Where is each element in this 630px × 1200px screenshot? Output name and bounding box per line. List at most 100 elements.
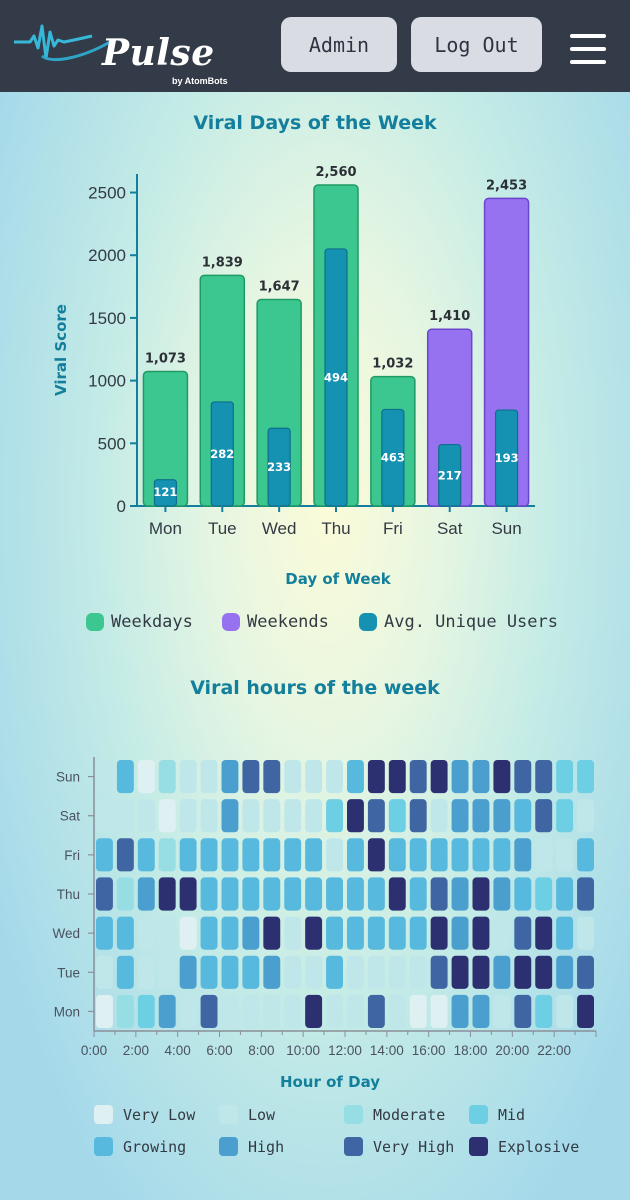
heatmap-cell[interactable]: [116, 838, 134, 872]
heatmap-cell[interactable]: [96, 877, 113, 911]
heatmap-cell[interactable]: [116, 877, 134, 911]
heatmap-cell[interactable]: [430, 916, 448, 950]
heatmap-cell[interactable]: [284, 838, 302, 872]
heatmap-cell[interactable]: [221, 994, 239, 1028]
heatmap-cell[interactable]: [347, 838, 364, 872]
heatmap-cell[interactable]: [96, 838, 113, 872]
heatmap-cell[interactable]: [367, 955, 385, 989]
heatmap-cell[interactable]: [472, 760, 490, 794]
heatmap-cell[interactable]: [556, 760, 574, 794]
heatmap-cell[interactable]: [326, 877, 343, 911]
heatmap-cell[interactable]: [577, 799, 594, 833]
heatmap-cell[interactable]: [388, 994, 406, 1028]
heatmap-cell[interactable]: [200, 877, 218, 911]
heatmap-legend-item[interactable]: Mid: [469, 1105, 525, 1124]
heatmap-cell[interactable]: [430, 838, 448, 872]
heatmap-cell[interactable]: [514, 838, 532, 872]
heatmap-cell[interactable]: [221, 799, 239, 833]
heatmap-cell[interactable]: [284, 955, 302, 989]
hamburger-menu-icon[interactable]: [570, 34, 606, 64]
heatmap-cell[interactable]: [137, 838, 155, 872]
heatmap-cell[interactable]: [347, 877, 364, 911]
heatmap-legend-item[interactable]: Explosive: [469, 1137, 579, 1156]
heatmap-cell[interactable]: [556, 838, 574, 872]
heatmap-cell[interactable]: [430, 994, 448, 1028]
heatmap-cell[interactable]: [556, 994, 574, 1028]
heatmap-cell[interactable]: [451, 799, 469, 833]
legend-unique-users[interactable]: Avg. Unique Users: [359, 612, 558, 632]
heatmap-cell[interactable]: [305, 838, 323, 872]
heatmap-cell[interactable]: [284, 916, 302, 950]
heatmap-cell[interactable]: [493, 838, 511, 872]
heatmap-cell[interactable]: [430, 760, 448, 794]
heatmap-legend-item[interactable]: Moderate: [344, 1105, 445, 1124]
heatmap-cell[interactable]: [158, 994, 176, 1028]
heatmap-cell[interactable]: [493, 877, 511, 911]
heatmap-cell[interactable]: [409, 799, 427, 833]
heatmap-cell[interactable]: [263, 955, 281, 989]
heatmap-cell[interactable]: [305, 877, 323, 911]
heatmap-cell[interactable]: [158, 877, 176, 911]
heatmap-cell[interactable]: [451, 760, 469, 794]
heatmap-cell[interactable]: [305, 799, 323, 833]
heatmap-cell[interactable]: [96, 994, 113, 1028]
heatmap-cell[interactable]: [409, 877, 427, 911]
heatmap-cell[interactable]: [179, 916, 197, 950]
heatmap-cell[interactable]: [242, 877, 260, 911]
heatmap-cell[interactable]: [326, 916, 343, 950]
heatmap-cell[interactable]: [116, 994, 134, 1028]
heatmap-cell[interactable]: [263, 877, 281, 911]
heatmap-cell[interactable]: [347, 760, 364, 794]
heatmap-cell[interactable]: [535, 955, 553, 989]
heatmap-cell[interactable]: [514, 760, 532, 794]
heatmap-cell[interactable]: [577, 955, 594, 989]
heatmap-cell[interactable]: [451, 838, 469, 872]
heatmap-legend-item[interactable]: Growing: [94, 1137, 186, 1156]
admin-button[interactable]: Admin: [281, 17, 397, 72]
heatmap-cell[interactable]: [472, 994, 490, 1028]
heatmap-cell[interactable]: [388, 838, 406, 872]
heatmap-cell[interactable]: [577, 760, 594, 794]
heatmap-legend-item[interactable]: Very High: [344, 1137, 454, 1156]
heatmap-cell[interactable]: [137, 994, 155, 1028]
heatmap-cell[interactable]: [430, 955, 448, 989]
heatmap-cell[interactable]: [535, 877, 553, 911]
heatmap-cell[interactable]: [430, 799, 448, 833]
heatmap-cell[interactable]: [430, 877, 448, 911]
heatmap-cell[interactable]: [409, 760, 427, 794]
heatmap-cell[interactable]: [179, 760, 197, 794]
heatmap-cell[interactable]: [451, 994, 469, 1028]
log-out-button[interactable]: Log Out: [411, 17, 542, 72]
heatmap-cell[interactable]: [179, 799, 197, 833]
heatmap-cell[interactable]: [305, 760, 323, 794]
heatmap-cell[interactable]: [367, 994, 385, 1028]
heatmap-cell[interactable]: [388, 916, 406, 950]
heatmap-cell[interactable]: [556, 877, 574, 911]
heatmap-cell[interactable]: [326, 799, 343, 833]
heatmap-cell[interactable]: [137, 877, 155, 911]
heatmap-cell[interactable]: [158, 799, 176, 833]
heatmap-cell[interactable]: [263, 838, 281, 872]
heatmap-cell[interactable]: [200, 955, 218, 989]
heatmap-cell[interactable]: [284, 994, 302, 1028]
heatmap-cell[interactable]: [472, 955, 490, 989]
heatmap-cell[interactable]: [116, 799, 134, 833]
heatmap-cell[interactable]: [409, 916, 427, 950]
pulse-logo[interactable]: Pulse by AtomBots: [12, 18, 252, 86]
heatmap-cell[interactable]: [284, 877, 302, 911]
heatmap-cell[interactable]: [493, 799, 511, 833]
heatmap-cell[interactable]: [326, 955, 343, 989]
heatmap-cell[interactable]: [158, 760, 176, 794]
heatmap-cell[interactable]: [284, 799, 302, 833]
heatmap-cell[interactable]: [284, 760, 302, 794]
heatmap-cell[interactable]: [388, 877, 406, 911]
heatmap-cell[interactable]: [493, 955, 511, 989]
heatmap-cell[interactable]: [179, 994, 197, 1028]
heatmap-cell[interactable]: [137, 799, 155, 833]
heatmap-cell[interactable]: [556, 799, 574, 833]
heatmap-cell[interactable]: [388, 955, 406, 989]
heatmap-cell[interactable]: [137, 955, 155, 989]
heatmap-cell[interactable]: [367, 760, 385, 794]
heatmap-cell[interactable]: [535, 994, 553, 1028]
heatmap-cell[interactable]: [347, 799, 364, 833]
